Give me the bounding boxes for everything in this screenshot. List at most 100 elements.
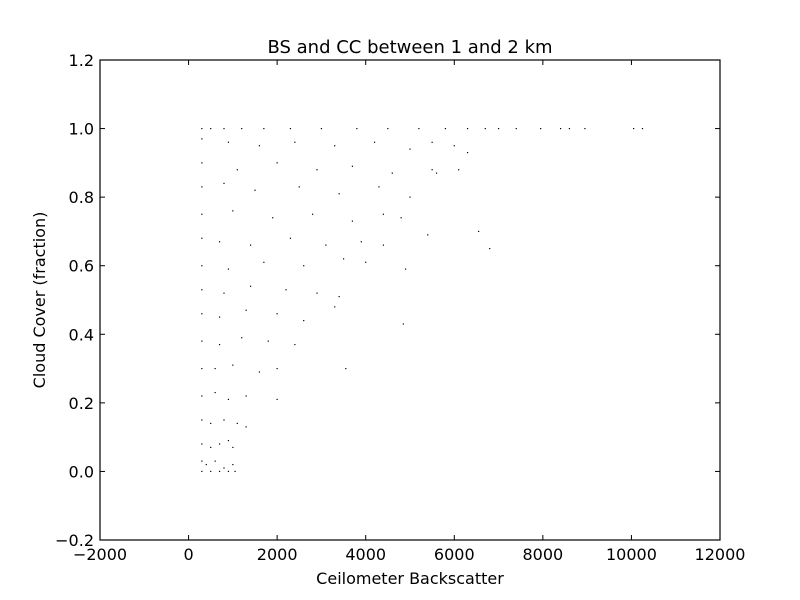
scatter-point [641, 127, 644, 130]
y-tick-label: 0.8 [69, 188, 94, 207]
scatter-point [214, 367, 216, 370]
scatter-point [431, 169, 433, 171]
scatter-point [400, 217, 402, 219]
scatter-point [285, 289, 287, 291]
scatter-point [245, 395, 247, 397]
scatter-point [294, 343, 296, 346]
y-tick-label: 1.0 [69, 120, 94, 139]
scatter-point [236, 169, 238, 171]
scatter-point [227, 398, 230, 401]
scatter-point [254, 189, 256, 191]
scatter-point [232, 210, 234, 212]
scatter-point [234, 470, 236, 473]
scatter-point [338, 193, 340, 195]
scatter-point [466, 151, 469, 154]
scatter-point [249, 244, 252, 246]
y-tick-labels: −0.2 0.0 0.2 0.4 0.6 0.8 1.0 1.2 [55, 51, 94, 550]
scatter-point [210, 470, 212, 473]
scatter-point [276, 367, 278, 370]
scatter-point [276, 313, 278, 315]
y-axis-label: Cloud Cover (fraction) [30, 212, 49, 389]
scatter-point [497, 127, 500, 130]
scatter-point [435, 172, 438, 174]
scatter-points [201, 127, 644, 473]
scatter-point [276, 398, 278, 401]
y-tick-label: −0.2 [55, 531, 94, 550]
scatter-point [568, 127, 571, 130]
scatter-point [201, 340, 203, 342]
scatter-point [409, 148, 411, 150]
scatter-point [201, 127, 203, 130]
scatter-point [334, 306, 336, 308]
scatter-point [245, 426, 247, 428]
x-tick-label: 0 [183, 545, 193, 564]
y-tick-label: 0.2 [69, 394, 94, 413]
scatter-point [201, 443, 203, 445]
scatter-point [427, 234, 429, 236]
scatter-point [201, 460, 203, 462]
scatter-point [218, 316, 221, 318]
scatter-point [201, 367, 203, 370]
scatter-point [303, 319, 305, 322]
scatter-point [289, 127, 292, 130]
scatter-point [540, 127, 542, 130]
scatter-point [345, 367, 347, 370]
scatter-point [404, 268, 407, 270]
scatter-point [258, 371, 261, 373]
scatter-point [214, 460, 216, 462]
scatter-point [311, 213, 314, 215]
scatter-point [223, 182, 225, 185]
y-tick-label: 1.2 [69, 51, 94, 70]
scatter-point [201, 186, 203, 188]
scatter-point [201, 419, 203, 421]
scatter-point [272, 217, 274, 219]
scatter-point [515, 127, 517, 130]
scatter-point [360, 241, 362, 243]
scatter-point [365, 261, 367, 263]
scatter-point [227, 268, 230, 270]
scatter-point [584, 127, 586, 130]
scatter-point [263, 261, 265, 263]
x-tick-label: 4000 [345, 545, 386, 564]
scatter-point [320, 127, 323, 130]
axis-ticks [99, 59, 721, 541]
scatter-point [391, 172, 393, 174]
x-tick-label: 8000 [522, 545, 563, 564]
scatter-point [382, 213, 385, 215]
scatter-point [289, 237, 292, 239]
scatter-point [201, 213, 203, 215]
scatter-point [263, 127, 265, 130]
scatter-point [201, 162, 203, 164]
scatter-point [232, 364, 234, 366]
scatter-point [201, 395, 203, 397]
scatter-point [232, 463, 234, 466]
scatter-point [373, 141, 376, 143]
scatter-point [249, 285, 252, 287]
scatter-point [351, 220, 354, 222]
scatter-point [316, 169, 318, 171]
scatter-point [559, 127, 562, 130]
scatter-point [444, 127, 447, 130]
scatter-point [227, 141, 230, 143]
scatter-point [201, 237, 203, 239]
scatter-point [458, 169, 460, 171]
scatter-point [218, 241, 221, 243]
scatter-point [227, 439, 230, 442]
scatter-point [418, 127, 420, 130]
x-tick-label: 10000 [606, 545, 657, 564]
chart-title: BS and CC between 1 and 2 km [267, 37, 552, 58]
scatter-point [223, 292, 225, 294]
scatter-point [453, 145, 455, 147]
scatter-point [294, 141, 296, 143]
y-tick-label: 0.4 [69, 325, 94, 344]
scatter-point [303, 265, 305, 267]
scatter-point [334, 145, 336, 147]
scatter-point [466, 127, 469, 130]
scatter-point [232, 446, 234, 449]
scatter-point [245, 309, 247, 311]
scatter-point [241, 337, 243, 339]
scatter-point [431, 141, 433, 143]
scatter-point [633, 127, 635, 130]
scatter-point [218, 443, 221, 445]
